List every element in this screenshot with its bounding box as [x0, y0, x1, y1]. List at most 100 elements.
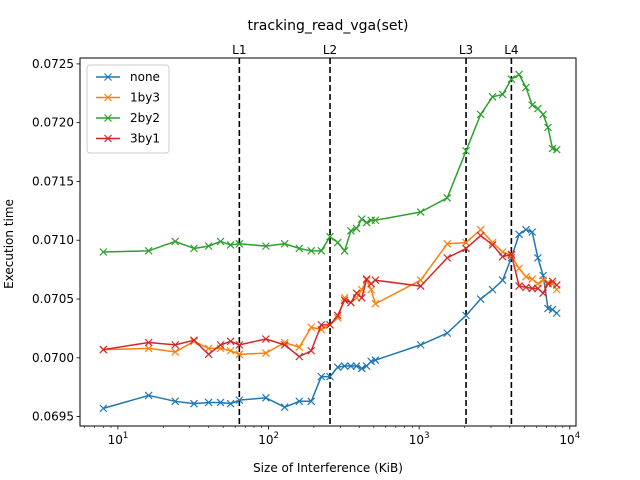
x-tick-label: 104	[559, 431, 580, 447]
data-point	[190, 337, 198, 346]
data-point	[171, 237, 180, 246]
vline-label-l4: L4	[504, 43, 518, 57]
legend-marker-1by3	[104, 93, 112, 102]
data-point	[488, 241, 497, 249]
data-point	[552, 280, 561, 289]
data-point	[144, 344, 153, 353]
data-point	[515, 230, 524, 239]
data-point	[216, 398, 225, 407]
data-point	[352, 224, 361, 233]
data-point	[498, 276, 507, 285]
data-point	[235, 340, 244, 349]
data-point	[515, 282, 524, 291]
y-tick-label: 0.0720	[32, 116, 74, 130]
data-point	[476, 225, 485, 234]
data-point	[507, 250, 516, 259]
data-point	[295, 244, 304, 253]
y-axis: 0.0695 0.0700 0.0705 0.0710 0.0715 0.0720 0.07…	[32, 57, 80, 424]
legend-marker-2by2	[104, 114, 112, 122]
data-point	[280, 239, 289, 248]
data-point	[522, 225, 530, 234]
chart-title: tracking_read_vga(set)	[248, 18, 409, 34]
data-point	[144, 338, 153, 347]
data-point	[462, 244, 470, 253]
data-point	[416, 208, 425, 216]
data-point	[498, 90, 507, 99]
data-point	[544, 278, 552, 287]
data-point	[216, 237, 225, 246]
data-point	[443, 253, 452, 262]
data-point	[204, 398, 213, 407]
data-point	[190, 336, 198, 345]
x-tick-label: 102	[258, 431, 279, 447]
data-point	[352, 362, 361, 370]
x-tick-exponent: 4	[575, 431, 580, 441]
data-point	[280, 340, 289, 349]
legend-box	[86, 64, 170, 154]
x-tick-label: 101	[108, 431, 129, 447]
y-tick-label: 0.0700	[32, 351, 74, 365]
data-point	[226, 346, 235, 355]
series-3by1	[99, 231, 561, 361]
data-point	[261, 335, 270, 343]
data-point	[204, 350, 213, 359]
data-point	[462, 146, 470, 155]
data-point	[552, 309, 561, 318]
x-tick-exponent: 1	[123, 431, 128, 441]
data-point	[528, 284, 537, 293]
data-point	[371, 276, 380, 285]
y-tick-label: 0.0715	[32, 174, 74, 188]
x-tick-base: 10	[409, 433, 424, 447]
data-point	[190, 399, 198, 408]
data-point	[226, 399, 235, 408]
data-point	[340, 293, 349, 302]
plot-area-frame	[79, 57, 577, 427]
y-axis-title: Execution time	[2, 199, 16, 289]
data-point	[539, 110, 548, 119]
data-point	[307, 397, 316, 406]
data-point	[488, 285, 497, 294]
data-point	[507, 75, 516, 84]
data-point	[488, 92, 497, 101]
data-point	[326, 320, 334, 329]
data-point	[171, 340, 180, 349]
data-point	[216, 340, 225, 349]
data-point	[539, 289, 548, 298]
data-point	[317, 372, 326, 381]
data-point	[307, 346, 316, 355]
data-point	[340, 362, 349, 370]
data-point	[171, 397, 180, 406]
data-point	[144, 391, 153, 400]
data-point	[476, 231, 485, 240]
data-point	[99, 404, 108, 413]
data-point	[357, 364, 366, 373]
data-point	[443, 329, 452, 338]
data-point	[544, 123, 552, 132]
x-tick-base: 10	[258, 433, 273, 447]
data-point	[443, 193, 452, 202]
legend: none 1by3 2by2 3by1	[86, 64, 170, 154]
data-point	[476, 110, 485, 119]
legend-label-3by1: 3by1	[130, 132, 160, 146]
x-tick-base: 10	[108, 433, 123, 447]
data-point	[261, 393, 270, 402]
data-point	[226, 241, 235, 249]
data-point	[371, 299, 380, 308]
x-axis: 101 102 103 104	[84, 426, 580, 447]
data-point	[171, 348, 180, 356]
data-point	[515, 264, 524, 273]
x-tick-base: 10	[559, 433, 574, 447]
data-point	[498, 252, 507, 261]
vline-label-l1: L1	[232, 43, 246, 57]
data-point	[462, 238, 470, 247]
legend-label-1by3: 1by3	[130, 91, 160, 105]
data-point	[367, 285, 376, 294]
series-layer	[99, 70, 561, 413]
data-point	[280, 403, 289, 412]
x-tick-exponent: 3	[424, 431, 429, 441]
data-point	[443, 239, 452, 248]
data-point	[416, 340, 425, 349]
data-point	[295, 352, 304, 361]
data-point	[235, 396, 244, 405]
data-point	[528, 275, 537, 283]
